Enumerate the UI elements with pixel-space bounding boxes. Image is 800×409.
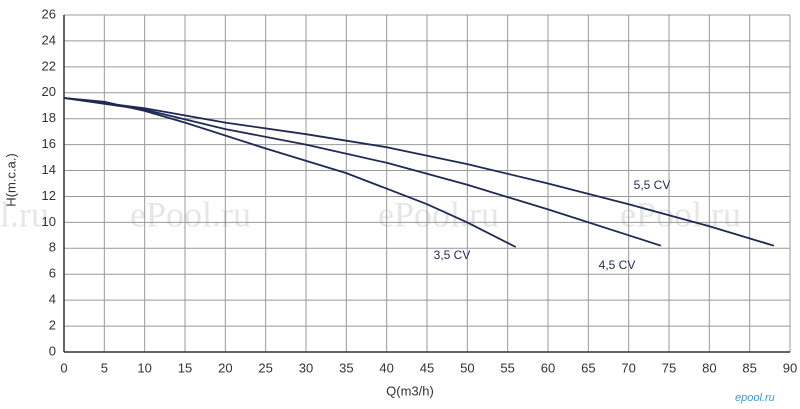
- y-tick-label: 2: [49, 318, 56, 333]
- y-tick-label: 12: [42, 188, 56, 203]
- x-tick-label: 60: [541, 360, 555, 375]
- y-tick-label: 20: [42, 84, 56, 99]
- y-tick-label: 14: [42, 162, 56, 177]
- y-tick-label: 18: [42, 110, 56, 125]
- watermark: ePool.ru: [130, 194, 251, 234]
- x-tick-label: 10: [137, 360, 151, 375]
- x-tick-label: 30: [299, 360, 313, 375]
- x-tick-label: 35: [339, 360, 353, 375]
- watermark: epool.ru: [735, 392, 775, 404]
- watermark: ePool.ru: [378, 194, 499, 234]
- x-tick-label: 50: [460, 360, 474, 375]
- x-tick-label: 65: [581, 360, 595, 375]
- x-tick-label: 80: [702, 360, 716, 375]
- x-tick-label: 55: [500, 360, 514, 375]
- y-tick-label: 16: [42, 136, 56, 151]
- x-tick-label: 0: [60, 360, 67, 375]
- series-label: 4,5 CV: [599, 258, 636, 272]
- x-tick-label: 25: [258, 360, 272, 375]
- series-label: 5,5 CV: [634, 178, 671, 192]
- watermark: l.ru: [0, 194, 49, 234]
- y-tick-label: 26: [42, 6, 56, 21]
- curve: [63, 97, 662, 247]
- y-tick-label: 0: [49, 343, 56, 358]
- x-axis-label: Q(m3/h): [386, 383, 434, 398]
- y-tick-label: 4: [49, 292, 56, 307]
- x-tick-label: 85: [742, 360, 756, 375]
- x-tick-label: 90: [783, 360, 797, 375]
- x-tick-label: 5: [101, 360, 108, 375]
- x-tick-label: 20: [218, 360, 232, 375]
- series-label: 3,5 CV: [434, 248, 471, 262]
- x-tick-label: 15: [178, 360, 192, 375]
- y-axis-label: H(m.c.a.): [3, 153, 18, 206]
- x-tick-label: 75: [662, 360, 676, 375]
- y-tick-label: 24: [42, 32, 56, 47]
- watermark: ePool.ru: [620, 194, 741, 234]
- x-tick-label: 40: [379, 360, 393, 375]
- x-tick-label: 70: [621, 360, 635, 375]
- curve: [63, 97, 775, 247]
- y-tick-label: 8: [49, 240, 56, 255]
- y-tick-label: 22: [42, 58, 56, 73]
- y-tick-label: 6: [49, 266, 56, 281]
- x-tick-label: 45: [420, 360, 434, 375]
- y-tick-label: 10: [42, 214, 56, 229]
